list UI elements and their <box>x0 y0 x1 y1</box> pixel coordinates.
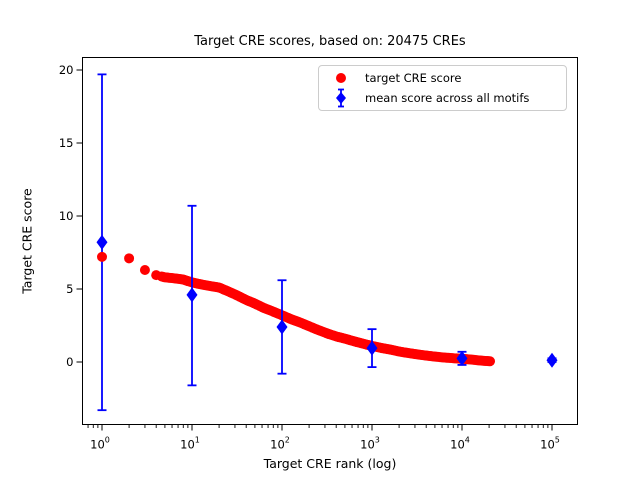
x-tick-label: 105 <box>540 436 560 452</box>
legend-item-target-cre-score: target CRE score <box>331 68 566 88</box>
legend-label: target CRE score <box>365 71 462 85</box>
y-axis-label: Target CRE score <box>19 188 35 294</box>
blue-diamond-errorbar-marker <box>331 88 351 108</box>
y-axis-ticks: 0 5 10 15 20 <box>59 63 83 369</box>
x-tick-label: 101 <box>180 436 200 452</box>
y-tick-label: 20 <box>59 63 74 77</box>
chart-title: Target CRE scores, based on: 20475 CREs <box>194 34 466 49</box>
x-axis-ticks: 100 101 102 103 104 105 <box>87 424 560 452</box>
legend-item-mean-score: mean score across all motifs <box>331 88 566 108</box>
x-tick-label: 104 <box>450 436 470 452</box>
x-tick-label: 102 <box>270 436 290 452</box>
red-circle-marker <box>331 73 351 83</box>
y-tick-label: 10 <box>59 209 74 223</box>
legend: target CRE score mean score across all m… <box>318 65 567 111</box>
red-scatter-lead-dots <box>97 251 162 281</box>
red-scatter-series <box>156 271 496 367</box>
plot-border <box>82 57 578 425</box>
x-axis-label: Target CRE rank (log) <box>263 456 397 471</box>
blue-mean-series <box>96 73 558 412</box>
x-tick-label: 100 <box>90 436 110 452</box>
y-tick-label: 15 <box>59 136 74 150</box>
x-tick-label: 103 <box>360 436 380 452</box>
y-tick-label: 5 <box>66 282 73 296</box>
y-tick-label: 0 <box>66 355 73 369</box>
legend-label: mean score across all motifs <box>365 91 530 105</box>
